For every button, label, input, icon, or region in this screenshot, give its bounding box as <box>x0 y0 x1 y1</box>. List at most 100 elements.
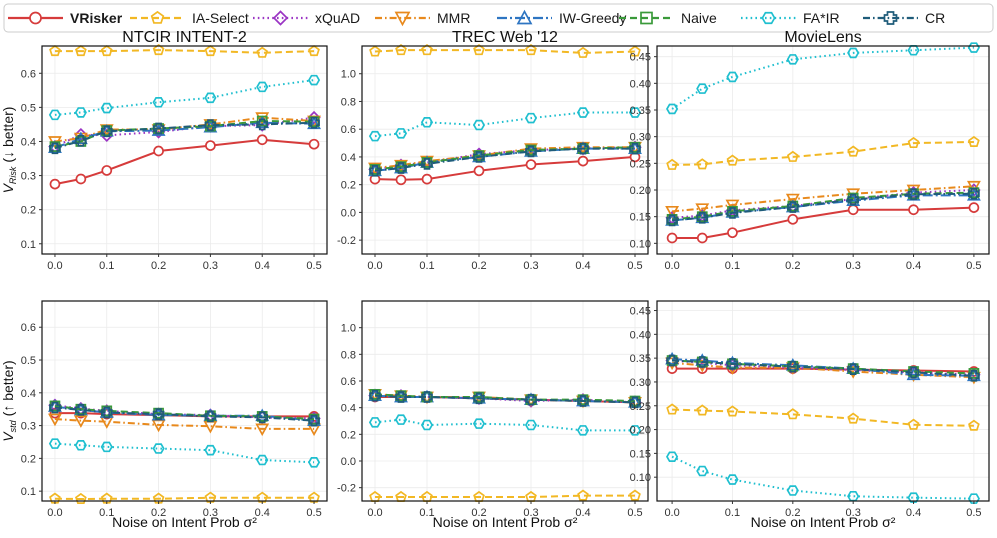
series-line-fa-ir <box>374 111 635 138</box>
data-point-ia-select <box>696 404 709 416</box>
data-point-vrisker <box>696 232 708 244</box>
series-line-naive <box>54 120 315 148</box>
data-point-fa-ir <box>152 443 165 454</box>
legend-label: xQuAD <box>315 10 360 26</box>
series-cr <box>666 354 980 382</box>
data-point-vrisker <box>395 174 407 186</box>
series-cr <box>49 116 320 155</box>
data-point-cr <box>525 393 537 406</box>
x-tick-label: 0.0 <box>367 507 382 519</box>
data-point-vrisker <box>49 178 61 190</box>
data-point-fa-ir <box>204 92 217 104</box>
y-tick-label: 0.2 <box>341 180 356 192</box>
data-point-mmr <box>48 413 62 427</box>
x-tick-label: 0.1 <box>725 507 740 519</box>
data-point-mmr <box>785 193 800 207</box>
data-point-mmr <box>665 205 680 219</box>
series-ia-select <box>369 44 641 58</box>
data-point-fa-ir <box>907 492 920 503</box>
data-point-mmr <box>725 199 740 213</box>
data-point-fa-ir <box>48 438 62 449</box>
data-point-mmr <box>785 362 800 375</box>
y-tick-label: 0.3 <box>21 421 36 433</box>
data-point-cr <box>847 363 860 375</box>
y-tick-label: 0.4 <box>21 388 36 400</box>
data-point-cr <box>256 411 269 424</box>
series-fa-ir <box>666 42 980 115</box>
legend-item-naive: Naive <box>619 10 717 26</box>
data-point-fa-ir <box>256 454 269 466</box>
data-point-cr <box>49 401 61 414</box>
x-tick-label: 0.3 <box>523 507 538 519</box>
y-tick-label: 0.6 <box>341 124 356 136</box>
legend-marker-hexagon-icon <box>761 11 776 25</box>
y-tick-label: 0.45 <box>630 52 651 64</box>
panel-title: TREC Web '12 <box>452 29 558 46</box>
data-point-fa-ir <box>726 71 739 83</box>
x-tick-label: 0.3 <box>203 507 218 519</box>
data-point-ia-select <box>726 154 739 166</box>
legend-marker-triangle-down-icon <box>394 11 411 27</box>
data-point-ia-select <box>629 489 641 501</box>
x-tick-label: 0.1 <box>419 260 434 272</box>
series-line-iw-greedy <box>54 121 315 149</box>
series-line-iw-greedy <box>672 358 974 377</box>
series-line-cr <box>672 192 974 222</box>
data-point-cr <box>75 404 87 416</box>
y-axis-label: Vstd (↑ better) <box>0 360 18 441</box>
data-point-mmr <box>255 112 270 125</box>
data-point-ia-select <box>786 408 799 420</box>
data-point-cr <box>204 119 217 131</box>
x-tick-label: 0.5 <box>306 260 321 272</box>
y-tick-label: 0.35 <box>630 353 651 365</box>
y-tick-label: 0.2 <box>21 205 36 217</box>
data-point-fa-ir <box>628 425 642 436</box>
data-point-cr <box>152 122 165 135</box>
data-point-cr <box>726 207 739 219</box>
data-point-fa-ir <box>256 81 269 93</box>
data-point-ia-select <box>308 44 320 57</box>
data-point-cr <box>696 356 709 368</box>
data-point-cr <box>577 395 589 407</box>
data-point-fa-ir <box>394 128 408 139</box>
series-vrisker <box>369 151 641 186</box>
data-point-cr <box>369 389 381 402</box>
data-point-cr <box>75 134 87 147</box>
x-tick-label: 0.1 <box>419 507 434 519</box>
data-point-cr <box>666 214 678 227</box>
data-point-fa-ir <box>204 444 217 456</box>
data-point-vrisker <box>205 140 216 151</box>
data-point-vrisker <box>525 159 537 170</box>
series-line-cr <box>672 359 974 377</box>
plot-area <box>42 46 327 254</box>
data-point-mmr <box>255 423 270 437</box>
data-point-vrisker <box>473 165 485 177</box>
series-fa-ir <box>368 107 642 142</box>
data-point-cr <box>100 125 113 138</box>
data-point-ia-select <box>49 44 61 57</box>
data-point-fa-ir <box>48 109 62 121</box>
x-tick-label: 0.4 <box>575 507 590 519</box>
x-tick-label: 0.2 <box>785 507 800 519</box>
y-tick-label: 0.20 <box>630 425 651 437</box>
y-tick-label: 0.3 <box>21 171 36 183</box>
x-tick-label: 0.0 <box>367 260 382 272</box>
data-point-fa-ir <box>100 102 113 114</box>
data-point-cr <box>696 211 709 224</box>
chart-panel-5: 0.0 0.1 0.2 0.3 0.4 0.5 -0.2 0.0 0.2 0.4 0.6 0.8 1.0… <box>337 300 649 530</box>
data-point-ia-select <box>204 44 217 57</box>
legend-label: CR <box>925 10 945 26</box>
x-tick-label: 0.2 <box>785 260 800 272</box>
y-tick-label: -0.2 <box>337 235 356 247</box>
legend-marker-pentagon-icon <box>150 10 165 24</box>
data-point-ia-select <box>968 419 980 431</box>
legend-label: IA-Select <box>192 10 249 26</box>
y-tick-label: 0.5 <box>21 355 36 367</box>
x-tick-label: 0.5 <box>966 507 981 519</box>
y-tick-label: 0.0 <box>341 456 356 468</box>
data-point-fa-ir <box>472 418 486 429</box>
y-tick-label: 0.6 <box>341 376 356 388</box>
legend-item-fa-ir: FA*IR <box>741 10 840 26</box>
data-point-fa-ir <box>576 425 590 436</box>
series-line-ia-select <box>54 496 315 501</box>
